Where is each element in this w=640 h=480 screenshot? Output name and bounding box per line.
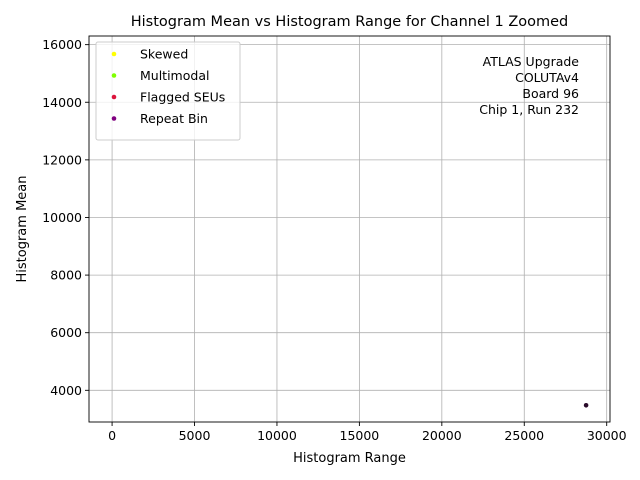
- x-tick-label: 30000: [587, 428, 627, 443]
- legend-label: Multimodal: [140, 68, 209, 83]
- x-tick-label: 25000: [504, 428, 544, 443]
- plot-frame: [88, 35, 611, 423]
- legend-marker: [111, 73, 117, 78]
- legend: Skewed Multimodal Flagged SEUs Repeat Bin: [95, 41, 241, 141]
- x-tick-label: 5000: [179, 428, 211, 443]
- grid-lines: [89, 36, 610, 422]
- annotation-line: Board 96: [522, 86, 579, 101]
- y-tick-label: 12000: [42, 152, 82, 167]
- y-tick-label: 16000: [42, 37, 82, 52]
- legend-label: Skewed: [140, 47, 188, 62]
- x-tick-label: 10000: [257, 428, 297, 443]
- y-tick-label: 14000: [42, 95, 82, 110]
- legend-box: [95, 41, 241, 141]
- legend-label: Repeat Bin: [140, 111, 208, 126]
- y-axis-label: Histogram Mean: [15, 176, 30, 283]
- x-tick-label: 15000: [340, 428, 380, 443]
- chart-title: Histogram Mean vs Histogram Range for Ch…: [131, 14, 569, 30]
- data-points: [583, 402, 589, 408]
- x-axis-label: Histogram Range: [293, 451, 406, 466]
- data-point: [583, 402, 589, 408]
- legend-marker: [111, 94, 117, 100]
- run-annotation: ATLAS Upgrade COLUTAv4 Board 96 Chip 1, Run…: [479, 54, 579, 117]
- annotation-line: COLUTAv4: [515, 70, 579, 85]
- annotation-line: ATLAS Upgrade: [483, 54, 580, 69]
- x-tick-label: 0: [108, 428, 116, 443]
- legend-label: Flagged SEUs: [140, 90, 225, 105]
- axis-ticks: 0 5000 10000 15000 20000 25000 30000 4000 6000 80…: [42, 37, 626, 443]
- annotation-line: Chip 1, Run 232: [479, 102, 579, 117]
- y-tick-label: 8000: [50, 268, 82, 283]
- x-tick-label: 20000: [422, 428, 462, 443]
- y-tick-label: 4000: [50, 383, 82, 398]
- y-tick-label: 10000: [42, 210, 82, 225]
- y-tick-label: 6000: [50, 325, 82, 340]
- legend-marker: [111, 116, 117, 121]
- legend-marker: [111, 51, 117, 57]
